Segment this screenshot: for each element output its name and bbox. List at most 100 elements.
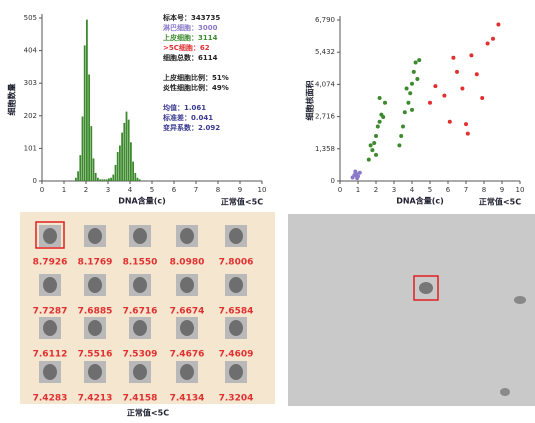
cell — [88, 364, 102, 380]
point — [355, 176, 359, 180]
y-tick-label: 2,716 — [315, 113, 336, 121]
cell — [133, 364, 147, 380]
stat-text: 上皮细胞比例：51% — [163, 73, 229, 82]
y-tick-label: 4,074 — [315, 80, 336, 88]
point — [358, 171, 362, 175]
x-tick-label: 5 — [428, 186, 432, 194]
cell-debris — [500, 388, 510, 396]
y-axis-label: 细胞核面积 — [305, 81, 315, 121]
gallery-value: 7.6112 — [33, 350, 68, 360]
point — [491, 37, 495, 41]
gallery-value: 7.4609 — [219, 350, 254, 360]
point — [428, 101, 432, 105]
gallery-value: 7.4134 — [170, 394, 205, 404]
x-tick-label: 10 — [258, 186, 267, 194]
x-tick-label: 1 — [62, 186, 66, 194]
stat-text: 上皮细胞：3114 — [163, 33, 218, 42]
gallery-value: 7.8006 — [219, 258, 254, 268]
point — [374, 134, 378, 138]
x-tick-label: 2 — [374, 186, 378, 194]
x-tick-label: 5 — [150, 186, 154, 194]
bar — [93, 158, 95, 181]
point — [397, 143, 401, 147]
bar — [130, 142, 132, 181]
point — [410, 108, 414, 112]
cell — [180, 320, 194, 336]
y-tick-label: 505 — [24, 14, 37, 22]
gallery-value: 8.7926 — [33, 258, 68, 268]
bar — [123, 123, 125, 181]
point — [455, 70, 459, 74]
point — [475, 72, 479, 76]
point — [374, 153, 378, 157]
point — [451, 56, 455, 60]
gallery-value: 7.4158 — [123, 394, 158, 404]
bar — [77, 171, 79, 181]
stat-text: 均值：1.061 — [163, 103, 206, 112]
point — [399, 134, 403, 138]
y-tick-label: 202 — [24, 112, 37, 120]
cell — [229, 228, 243, 244]
y-axis-label: 细胞数量 — [7, 84, 17, 116]
cell — [229, 277, 243, 293]
cell-debris — [514, 296, 526, 304]
point — [417, 58, 421, 62]
point — [410, 82, 414, 86]
x-axis-label: DNA含量(c) — [396, 196, 444, 206]
cell — [180, 277, 194, 293]
point — [353, 170, 357, 174]
stat-text: 炎性细胞比例：49% — [163, 83, 229, 92]
stat-text: 淋巴细胞：3000 — [163, 23, 218, 32]
x-tick-label: 8 — [482, 186, 486, 194]
gallery-value: 7.7287 — [33, 307, 68, 317]
microscope-image — [288, 214, 535, 406]
bar — [95, 173, 97, 181]
bar — [139, 179, 141, 181]
point — [406, 101, 410, 105]
x-tick-label: 9 — [500, 186, 504, 194]
cell — [133, 277, 147, 293]
point — [370, 148, 374, 152]
stat-text: 细胞总数：6114 — [163, 53, 218, 62]
y-tick-label: 101 — [24, 144, 37, 152]
point — [469, 53, 473, 57]
y-tick-label: 303 — [24, 79, 37, 87]
x-tick-label: 4 — [410, 186, 415, 194]
bar — [84, 45, 86, 181]
point — [367, 158, 371, 162]
point — [480, 96, 484, 100]
bar — [117, 152, 119, 181]
x-tick-label: 2 — [84, 186, 88, 194]
point — [369, 143, 373, 147]
point — [383, 101, 387, 105]
gallery-value: 8.1769 — [78, 258, 113, 268]
bar — [82, 116, 84, 181]
x-tick-label: 7 — [194, 186, 198, 194]
x-tick-label: 7 — [464, 186, 468, 194]
y-tick-label: 5,432 — [315, 48, 335, 56]
cell — [180, 364, 194, 380]
point — [415, 77, 419, 81]
bar — [86, 20, 88, 181]
cell — [88, 320, 102, 336]
point — [412, 70, 416, 74]
stat-text: 标本号：343735 — [162, 13, 220, 22]
bar — [108, 178, 110, 181]
cell — [133, 228, 147, 244]
bar — [119, 145, 121, 181]
point — [372, 141, 376, 145]
point — [433, 84, 437, 88]
bar — [128, 120, 130, 181]
x-tick-label: 6 — [446, 186, 451, 194]
point — [466, 132, 470, 136]
point — [442, 94, 446, 98]
bar — [112, 175, 114, 181]
x-tick-label: 4 — [128, 186, 133, 194]
gallery-value: 7.3204 — [219, 394, 254, 404]
x-tick-label: 0 — [40, 186, 44, 194]
bar — [126, 112, 128, 181]
point — [405, 87, 409, 91]
bar — [101, 179, 103, 181]
bar — [99, 179, 101, 181]
x-tick-label: 1 — [356, 186, 360, 194]
